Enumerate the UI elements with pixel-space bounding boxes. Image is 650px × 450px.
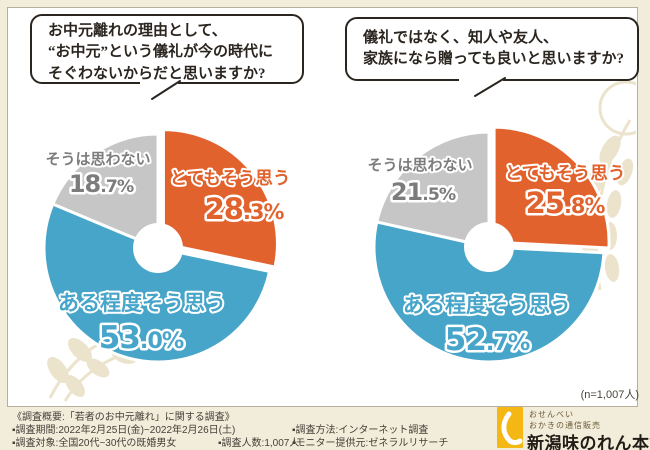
donut-hole — [464, 222, 514, 272]
question-1-line-1: お中元離れの理由として、 — [48, 23, 227, 39]
chart2-label-very-agree: とてもそう思う — [505, 164, 626, 184]
pie-slice — [42, 202, 272, 364]
brand-name: 新潟味のれん本舗 — [527, 434, 650, 450]
question-bubble-2: 儀礼ではなく、知人や友人、 家族になら贈っても良いと思いますか? — [345, 17, 639, 97]
question-1-line-3: そぐわないからだと思いますか? — [48, 65, 266, 82]
sample-size-note: (n=1,007人) — [580, 389, 639, 401]
chart1-value-some-agree: 53.0% — [99, 320, 184, 356]
chart2-label-disagree: そうは思わない — [367, 156, 472, 174]
bubble-2-tail — [474, 77, 506, 97]
donut-hole — [133, 223, 183, 273]
question-1-line-2: “お中元”という儀礼が今の時代に — [48, 44, 274, 61]
pie-slice — [51, 132, 160, 250]
pie-slice — [161, 128, 279, 269]
pie-slice — [492, 125, 611, 250]
survey-overview: 《調査概要:「若者のお中元離れ」に関する調査》 — [12, 412, 235, 423]
survey-method: ▪調査方法:インターネット調査 — [292, 425, 429, 436]
brand-logo-icon — [497, 407, 523, 448]
brand-tagline-1: おせんべい — [529, 410, 574, 419]
brand-tagline-2: おかきの通信販売 — [529, 421, 601, 430]
donut-chart-2: そうは思わない 21.5% とてもそう思う 25.8% ある程度そう思う 52.… — [365, 125, 627, 364]
question-2-line-2: 家族になら贈っても良いと思いますか? — [363, 51, 625, 68]
pie-slice — [375, 130, 491, 249]
survey-target: ▪調査対象:全国20代~30代の既婚男女 — [12, 438, 177, 449]
survey-period: ▪調査期間:2022年2月25日(金)~2022年2月26日(土) — [12, 425, 236, 436]
donut-chart-1: そうは思わない 18.7% とてもそう思う 28.3% ある程度そう思う 53.… — [42, 128, 292, 364]
chart1-label-disagree: そうは思わない — [45, 150, 150, 168]
chart1-value-disagree: 18.7% — [69, 170, 134, 198]
question-2-line-1: 儀礼ではなく、知人や友人、 — [363, 30, 559, 46]
pie-slice — [372, 220, 606, 364]
bubble-1-tail — [151, 80, 181, 100]
chart1-value-very-agree: 28.3% — [205, 192, 285, 226]
survey-monitor: ▪モニター提供元:ゼネラルリサーチ — [292, 438, 449, 449]
chart1-label-very-agree: とてもそう思う — [170, 169, 291, 189]
chart2-label-some-agree: ある程度そう思う — [403, 293, 571, 317]
bubble-2-tail-gap — [459, 79, 503, 81]
chart2-value-disagree: 21.5% — [391, 178, 456, 206]
survey-count: ▪調査人数:1,007人 — [218, 438, 300, 449]
chart2-value-very-agree: 25.8% — [526, 186, 606, 220]
bubble-1-tail-gap — [140, 82, 178, 84]
chart1-label-some-agree: ある程度そう思う — [58, 291, 226, 315]
question-bubble-1: お中元離れの理由として、 “お中元”という儀礼が今の時代に そぐわないからだと思… — [30, 14, 304, 100]
chart2-value-some-agree: 52.7% — [445, 322, 530, 358]
